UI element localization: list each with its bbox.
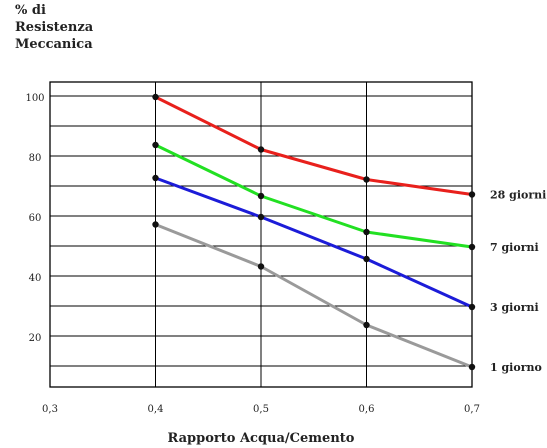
data-point [363,255,370,263]
data-point [468,191,476,198]
y-axis-label: % di Resistenza Meccanica [15,3,94,52]
data-point [363,176,370,183]
y-tick-label: 40 [29,273,42,284]
data-point [257,146,265,153]
series-label: 7 giorni [490,241,539,254]
y-tick-label: 80 [29,153,42,164]
data-point [152,93,159,101]
series-line [154,223,473,369]
y-tick-labels: 100 80 60 40 20 [25,93,44,344]
data-point [363,321,370,329]
data-point [152,174,159,182]
data-point [152,221,159,228]
x-tick-label: 0,7 [464,404,480,415]
data-point [468,363,476,371]
data-point [257,192,265,200]
series-labels: 28 giorni 7 giorni 3 giorni 1 giorno [490,189,546,375]
y-tick-label: 20 [29,333,42,344]
plot-frame [49,81,473,388]
series-label: 3 giorni [490,301,539,314]
y-tick-label: 100 [25,93,44,104]
x-tick-label: 0,6 [359,404,375,415]
data-point [257,213,265,221]
series-line [154,143,473,249]
series-line [154,176,473,309]
data-point [363,228,370,236]
x-tick-label: 0,4 [148,404,164,415]
x-tick-labels: 0,3 0,4 0,5 0,6 0,7 [42,404,480,415]
x-axis-label: Rapporto Acqua/Cemento [168,431,355,446]
data-point [468,303,476,311]
data-point [468,243,476,251]
series-lines [152,93,476,371]
x-tick-label: 0,5 [253,404,269,415]
series-label: 1 giorno [490,361,542,374]
y-axis-label-line-1: % di [15,3,46,18]
y-axis-label-line-3: Meccanica [15,37,93,52]
x-tick-label: 0,3 [42,404,58,415]
series-line [154,95,473,196]
y-tick-label: 60 [29,213,42,224]
data-point [257,263,265,270]
series-label: 28 giorni [490,189,546,202]
y-axis-label-line-2: Resistenza [15,20,94,35]
data-point [152,141,159,149]
